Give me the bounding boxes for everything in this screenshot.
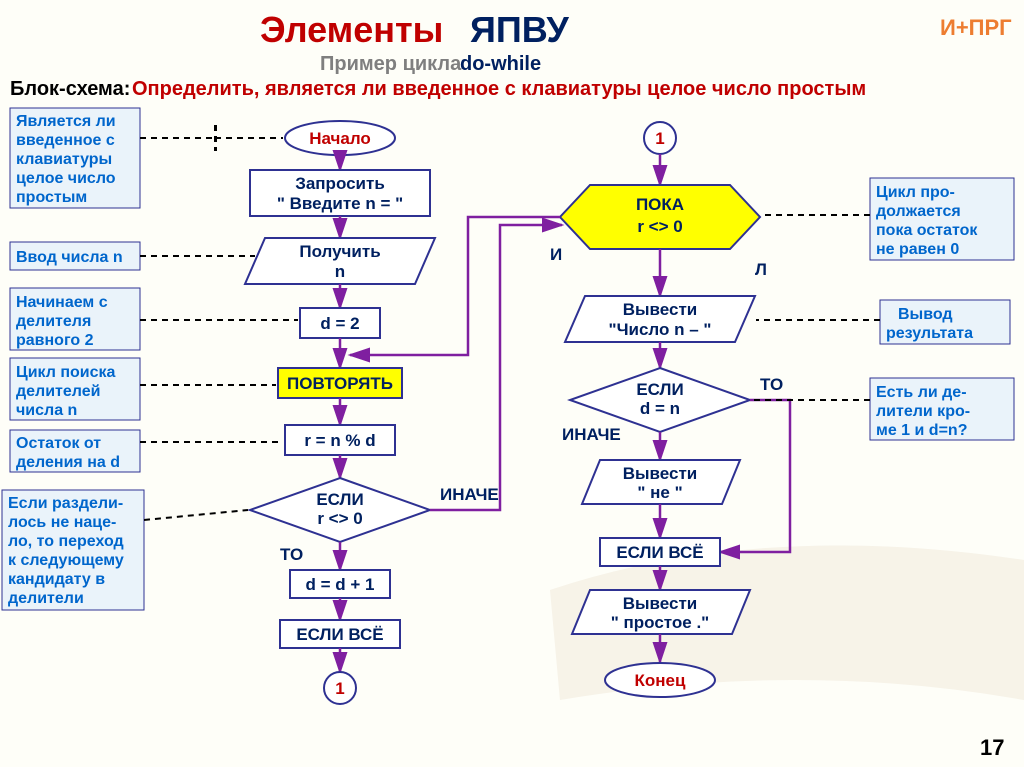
node-conn2-text: 1 — [655, 129, 664, 148]
branch-inache: ИНАЧЕ — [440, 485, 499, 504]
node-out3-l2: " простое ." — [611, 613, 710, 632]
node-endif1-text: ЕСЛИ ВСЁ — [296, 625, 383, 644]
a5-0: Остаток от — [16, 435, 101, 452]
subtitle-gray: Пример цикла — [320, 53, 462, 75]
b2-0: Вывод — [898, 306, 953, 323]
a3-2: равного 2 — [16, 332, 94, 349]
node-if1-l1: ЕСЛИ — [316, 490, 363, 509]
node-dinc-text: d = d + 1 — [306, 575, 375, 594]
node-repeat-text: ПОВТОРЯТЬ — [287, 374, 393, 393]
a6-4: кандидату в — [8, 571, 105, 588]
arrow-if1-right — [430, 225, 562, 510]
b1-1: должается — [876, 203, 961, 220]
branch-inache2: ИНАЧЕ — [562, 425, 621, 444]
title-red: Элементы — [260, 9, 443, 50]
a3-0: Начинаем с — [16, 294, 108, 311]
b1-0: Цикл про- — [876, 184, 955, 201]
node-if1-l2: r <> 0 — [317, 509, 362, 528]
branch-to2: ТО — [760, 375, 783, 394]
node-out3-l1: Вывести — [623, 594, 697, 613]
node-out2-l1: Вывести — [623, 464, 697, 483]
node-rmod-text: r = n % d — [304, 431, 375, 450]
a6-5: делители — [8, 590, 84, 607]
node-d2-text: d = 2 — [320, 314, 359, 333]
b1-3: не равен 0 — [876, 241, 959, 258]
b3-2: ме 1 и d=n? — [876, 422, 967, 439]
page-number: 17 — [980, 735, 1004, 760]
node-out1-l2: "Число n – " — [609, 320, 712, 339]
node-if2-l2: d = n — [640, 399, 680, 418]
node-start-text: Начало — [309, 129, 371, 148]
a4-2: числа n — [16, 402, 77, 419]
a2-0: Ввод числа n — [16, 249, 123, 266]
a6-1: лось не наце- — [8, 514, 116, 531]
a1-0: Является ли — [16, 113, 116, 130]
bloksxema-label: Блок-схема: — [10, 78, 130, 100]
node-out2-l2: " не " — [637, 483, 682, 502]
node-input-l1: Получить — [299, 242, 380, 261]
b3-0: Есть ли де- — [876, 384, 967, 401]
node-if2-l1: ЕСЛИ — [636, 380, 683, 399]
b1-2: пока остаток — [876, 222, 978, 239]
a4-0: Цикл поиска — [16, 364, 116, 381]
node-while-l1: ПОКА — [636, 195, 684, 214]
branch-l: Л — [755, 260, 767, 279]
title-blue: ЯПВУ — [470, 9, 569, 50]
node-input-l2: n — [335, 262, 345, 281]
a4-1: делителей — [16, 383, 100, 400]
a1-3: целое число — [16, 170, 116, 187]
subtitle-blue: do-while — [460, 53, 541, 75]
a6-0: Если раздели- — [8, 495, 123, 512]
branch-to: ТО — [280, 545, 303, 564]
node-end-text: Конец — [635, 671, 686, 690]
a1-2: клавиатуры — [16, 151, 112, 168]
node-conn1-text: 1 — [335, 679, 344, 698]
node-while-l2: r <> 0 — [637, 217, 682, 236]
a5-1: деления на d — [16, 454, 120, 471]
a6-2: ло, то переход — [8, 533, 124, 550]
a1-1: введенное с — [16, 132, 115, 149]
a1-4: простым — [16, 189, 87, 206]
branch-i: И — [550, 245, 562, 264]
node-endif2-text: ЕСЛИ ВСЁ — [616, 543, 703, 562]
a6-link — [144, 510, 248, 520]
a3-1: делителя — [16, 313, 91, 330]
node-prompt-l1: Запросить — [295, 174, 385, 193]
corner-label: И+ПРГ — [940, 15, 1012, 40]
task-text: Определить, является ли введенное с клав… — [132, 78, 866, 100]
node-out1-l1: Вывести — [623, 300, 697, 319]
a1-brace — [140, 125, 216, 151]
b3-1: лители кро- — [876, 403, 970, 420]
b2-1: результата — [886, 325, 973, 342]
node-prompt-l2: " Введите n = " — [277, 194, 403, 213]
a6-3: к следующему — [8, 552, 124, 569]
